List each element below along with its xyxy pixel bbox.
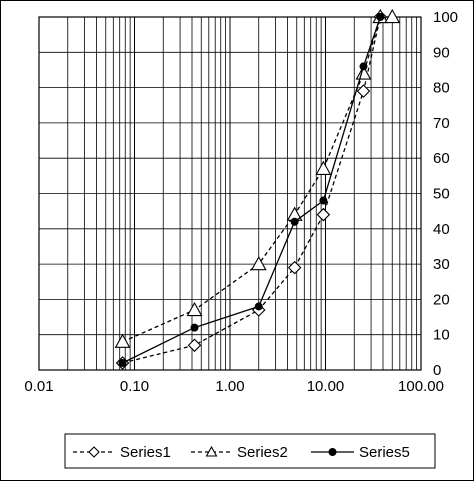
series-line — [122, 16, 381, 364]
legend: Series1 Series2 Series5 — [64, 433, 436, 469]
y-tick-label: 40 — [433, 221, 450, 238]
data-point-triangle — [384, 8, 401, 24]
x-tick-label: 0.01 — [24, 378, 53, 395]
x-tick-label: 1.00 — [215, 378, 244, 395]
series-line — [122, 16, 381, 364]
legend-item-series1: Series1 — [73, 444, 171, 461]
x-tick-label: 0.10 — [120, 378, 149, 395]
series-line — [122, 16, 393, 343]
y-tick-label: 50 — [433, 186, 450, 203]
legend-label: Series2 — [237, 444, 288, 461]
legend-label: Series1 — [120, 444, 171, 461]
data-point-circle — [359, 62, 368, 71]
data-point-triangle — [205, 445, 218, 457]
x-tick-label: 10.00 — [307, 378, 345, 395]
y-tick-label: 90 — [433, 44, 450, 61]
series-layer — [114, 8, 401, 370]
data-point-diamond — [356, 84, 371, 98]
data-point-circle — [190, 323, 199, 332]
data-point-triangle — [114, 333, 131, 348]
data-point-circle — [118, 358, 127, 367]
series-series1 — [115, 10, 388, 370]
y-tick-label: 100 — [433, 9, 458, 26]
series-series5 — [118, 13, 385, 367]
y-tick-label: 70 — [433, 115, 450, 132]
data-point-triangle — [250, 255, 267, 271]
data-point-diamond — [316, 207, 331, 222]
x-axis-tick-labels: 0.01 0.10 1.00 10.00 100.00 — [24, 378, 444, 395]
y-tick-label: 60 — [433, 150, 450, 167]
y-tick-label: 80 — [433, 80, 450, 97]
y-tick-label: 0 — [433, 362, 441, 379]
series-series2 — [114, 8, 401, 348]
data-point-circle — [376, 13, 385, 21]
data-point-triangle — [186, 301, 203, 317]
legend-label: Series5 — [359, 444, 410, 461]
x-tick-label: 100.00 — [398, 378, 444, 395]
legend-item-series2: Series2 — [191, 444, 288, 461]
data-point-circle — [254, 302, 263, 311]
data-point-diamond — [187, 338, 202, 353]
y-tick-label: 30 — [433, 256, 450, 273]
legend-box — [64, 433, 436, 469]
y-tick-label: 20 — [433, 291, 450, 308]
data-point-diamond — [88, 446, 100, 458]
legend-item-series5: Series5 — [311, 444, 410, 461]
data-point-circle — [319, 196, 328, 205]
data-point-circle — [328, 448, 337, 456]
y-axis-tick-labels: 0 10 20 30 40 50 60 70 80 90 100 — [433, 9, 458, 379]
plot-area-border — [38, 16, 422, 371]
data-point-diamond — [287, 260, 302, 275]
data-point-triangle — [315, 160, 332, 175]
y-tick-label: 10 — [433, 327, 450, 344]
data-point-circle — [290, 217, 299, 226]
